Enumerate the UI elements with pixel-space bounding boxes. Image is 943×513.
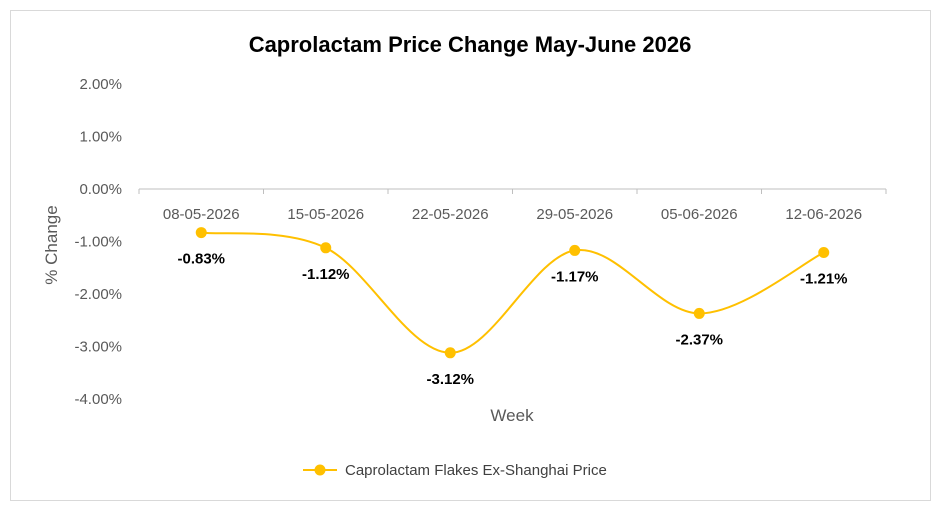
data-label: -1.17%: [551, 268, 599, 285]
data-point: [320, 242, 332, 254]
legend-label: Caprolactam Flakes Ex-Shanghai Price: [345, 462, 607, 479]
y-axis-title: % Change: [42, 205, 61, 284]
x-tick-label: 22-05-2026: [412, 206, 489, 223]
y-tick-label: -3.00%: [74, 339, 122, 356]
y-tick-label: 2.00%: [79, 76, 122, 93]
x-tick-label: 12-06-2026: [785, 206, 862, 223]
x-axis-title: Week: [490, 406, 534, 425]
y-tick-label: 1.00%: [79, 129, 122, 146]
data-point: [693, 307, 705, 319]
data-point: [569, 244, 581, 256]
y-tick-label: -1.00%: [74, 234, 122, 251]
x-tick-label: 15-05-2026: [287, 206, 364, 223]
y-tick-label: -2.00%: [74, 286, 122, 303]
data-point: [818, 247, 830, 259]
chart-frame: [10, 10, 931, 501]
x-tick-label: 05-06-2026: [661, 206, 738, 223]
data-label: -1.21%: [800, 271, 848, 288]
x-tick-label: 08-05-2026: [163, 206, 240, 223]
x-axis-tickmarks: [138, 189, 887, 194]
x-tick-label: 29-05-2026: [536, 206, 613, 223]
series-line: [201, 231, 825, 354]
data-label: -0.83%: [177, 251, 225, 268]
chart-title: Caprolactam Price Change May-June 2026: [249, 32, 692, 57]
y-tick-label: -4.00%: [74, 391, 122, 408]
y-axis-ticks: 2.00% 1.00% 0.00% -1.00% -2.00% -3.00% -4.00%: [74, 76, 122, 408]
legend: Caprolactam Flakes Ex-Shanghai Price: [303, 462, 607, 479]
data-labels: -0.83% -1.12% -3.12% -1.17% -2.37% -1.21%: [177, 251, 847, 388]
x-axis-ticks: 08-05-2026 15-05-2026 22-05-2026 29-05-2026…: [163, 206, 862, 223]
legend-marker: [314, 464, 326, 476]
data-point: [444, 347, 456, 359]
data-points: [195, 227, 830, 359]
data-point: [195, 227, 207, 239]
y-tick-label: 0.00%: [79, 181, 122, 198]
data-label: -1.12%: [302, 266, 350, 283]
data-label: -3.12%: [426, 371, 474, 388]
data-label: -2.37%: [675, 331, 723, 348]
